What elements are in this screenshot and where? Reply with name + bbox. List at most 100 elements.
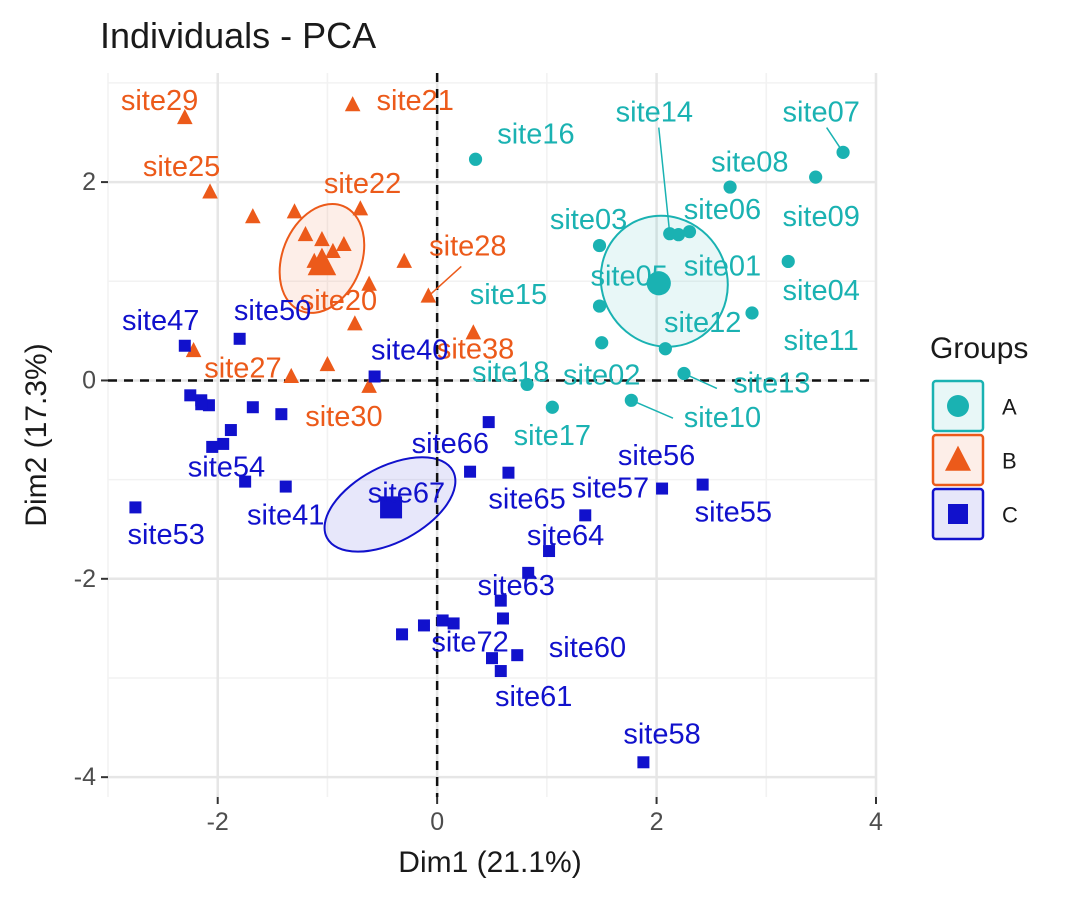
point-site62	[496, 612, 509, 625]
point-site68	[417, 619, 430, 632]
point-site13	[677, 366, 691, 381]
point-site40	[368, 370, 381, 383]
label-site03: site03	[550, 204, 627, 236]
label-site18: site18	[472, 357, 549, 389]
label-site13: site13	[733, 367, 810, 399]
label-site12: site12	[664, 307, 741, 339]
point-site24	[314, 230, 330, 247]
label-site55: site55	[695, 496, 772, 528]
label-site11: site11	[784, 325, 859, 357]
label-site63: site63	[477, 570, 554, 602]
y-axis-title: Dim2 (17.3%)	[20, 343, 53, 526]
point-site19	[297, 226, 314, 242]
point-site36	[185, 342, 202, 358]
point-site18	[520, 377, 534, 392]
label-site14: site14	[616, 97, 693, 129]
point-site56	[656, 482, 669, 495]
point-site16	[468, 152, 483, 166]
point-site30	[361, 377, 377, 393]
label-site07: site07	[782, 97, 859, 129]
point-site72	[494, 594, 507, 607]
label-site47: site47	[122, 305, 199, 337]
point-site27	[283, 367, 300, 383]
chart-title: Individuals - PCA	[100, 15, 376, 56]
legend-label-c: C	[1002, 503, 1018, 528]
label-site20: site20	[300, 285, 377, 317]
y-tick-label: 0	[82, 366, 96, 394]
label-site61: site61	[495, 681, 572, 713]
data-points	[129, 96, 850, 769]
group-centroids	[307, 247, 671, 519]
legend: Groups A B C	[930, 332, 1028, 541]
x-tick-label: 0	[430, 808, 444, 836]
point-site29	[177, 108, 193, 125]
label-site29: site29	[121, 85, 198, 117]
legend-title: Groups	[930, 332, 1028, 365]
point-site65	[502, 466, 515, 479]
label-site54: site54	[188, 452, 265, 484]
point-site41	[279, 480, 292, 493]
point-site03	[592, 238, 607, 253]
point-site61	[494, 665, 507, 678]
point-site21	[344, 96, 361, 112]
point-site49	[217, 437, 230, 450]
point-site07	[836, 145, 850, 159]
label-site17: site17	[514, 420, 591, 452]
point-site38	[465, 324, 482, 340]
point-site33	[396, 252, 413, 268]
point-site08	[723, 180, 737, 194]
point-site23	[245, 208, 261, 224]
label-site64: site64	[527, 520, 604, 552]
label-site30: site30	[305, 401, 382, 433]
point-site14	[663, 227, 677, 241]
point-site58	[637, 756, 650, 769]
point-site28	[420, 287, 437, 303]
point-site04	[781, 254, 795, 269]
point-site32	[347, 315, 363, 331]
point-site25	[202, 183, 218, 199]
label-site05: site05	[590, 260, 667, 292]
label-site66: site66	[412, 428, 489, 460]
label-site22: site22	[324, 168, 401, 200]
label-site67: site67	[368, 478, 445, 510]
point-site37	[336, 235, 352, 252]
point-site46	[275, 408, 288, 421]
label-site57: site57	[572, 473, 649, 505]
x-axis-title: Dim1 (21.1%)	[398, 846, 581, 879]
label-site53: site53	[127, 519, 204, 551]
point-site01	[682, 225, 697, 239]
label-site06: site06	[684, 194, 761, 226]
point-site11	[745, 306, 759, 320]
x-tick-label: -2	[207, 808, 229, 836]
point-site10	[624, 393, 638, 407]
label-site15: site15	[470, 279, 547, 311]
label-site65: site65	[488, 483, 565, 515]
axes: -2 0 2 4 -4 -2 0 2	[74, 168, 883, 836]
point-site64	[543, 545, 556, 558]
label-site60: site60	[549, 632, 626, 664]
label-site58: site58	[623, 719, 700, 751]
leader-line	[427, 265, 462, 297]
label-site25: site25	[143, 151, 220, 183]
point-labels: site01 site02 site03 site04 site05 site06 site…	[121, 85, 860, 751]
point-site71	[447, 617, 460, 630]
point-site47	[178, 339, 191, 352]
label-site38: site38	[437, 334, 514, 366]
label-site02: site02	[563, 359, 640, 391]
point-site66	[464, 465, 477, 478]
label-site72: site72	[431, 626, 508, 658]
point-site34	[319, 355, 336, 372]
point-site54	[239, 475, 252, 488]
label-site09: site09	[782, 201, 859, 233]
point-site73	[482, 416, 495, 429]
point-site09	[809, 170, 823, 184]
label-site21: site21	[377, 85, 454, 117]
leader-line	[658, 127, 671, 234]
legend-marker-a	[947, 395, 969, 417]
label-site41: site41	[247, 499, 324, 531]
y-tick-label: 2	[82, 168, 96, 196]
point-site26	[361, 275, 377, 291]
point-site22	[352, 200, 369, 216]
label-site50: site50	[234, 295, 311, 327]
